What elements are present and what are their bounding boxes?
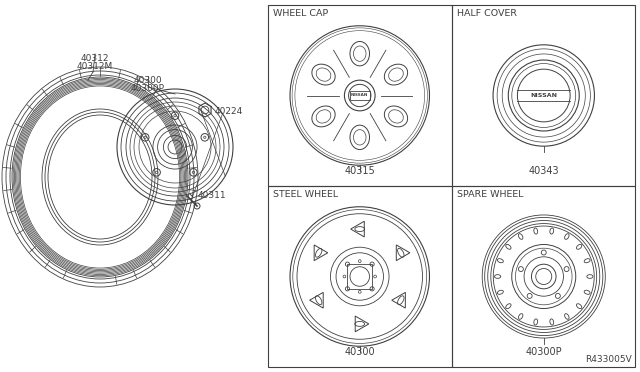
Text: 40312: 40312 xyxy=(81,54,109,63)
Text: 40312M: 40312M xyxy=(77,62,113,71)
Text: 40300P: 40300P xyxy=(131,84,165,93)
Text: 40300: 40300 xyxy=(134,76,163,85)
Bar xyxy=(268,186,452,367)
Bar xyxy=(347,264,372,289)
Text: NISSAN: NISSAN xyxy=(351,93,369,97)
Bar xyxy=(268,5,452,186)
Text: 40311: 40311 xyxy=(198,192,227,201)
Text: NISSAN: NISSAN xyxy=(531,93,557,98)
Bar xyxy=(350,91,369,100)
Text: STEEL WHEEL: STEEL WHEEL xyxy=(273,190,338,199)
Text: 40224: 40224 xyxy=(215,108,243,116)
Text: WHEEL CAP: WHEEL CAP xyxy=(273,9,328,18)
Text: 40300P: 40300P xyxy=(525,347,562,357)
Text: 40343: 40343 xyxy=(528,166,559,176)
Bar xyxy=(452,5,635,186)
Text: 40315: 40315 xyxy=(344,166,376,176)
Text: HALF COVER: HALF COVER xyxy=(457,9,517,18)
Bar xyxy=(452,186,635,367)
Text: SPARE WHEEL: SPARE WHEEL xyxy=(457,190,524,199)
Text: 40300: 40300 xyxy=(345,347,375,357)
Text: R433005V: R433005V xyxy=(585,355,632,364)
